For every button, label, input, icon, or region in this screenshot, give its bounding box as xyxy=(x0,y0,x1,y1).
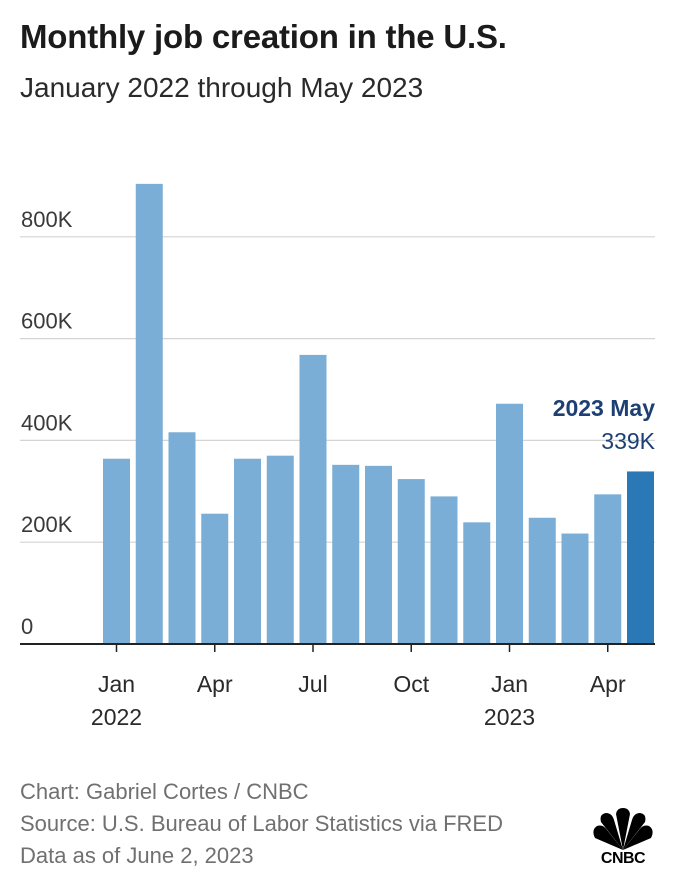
bar xyxy=(299,354,327,644)
x-tick-year-label: 2022 xyxy=(91,704,142,730)
bar xyxy=(266,455,294,644)
bar xyxy=(332,464,360,644)
bar xyxy=(234,458,261,644)
highlight-label: 2023 May xyxy=(553,395,656,421)
cnbc-logo-text: CNBC xyxy=(600,850,646,867)
x-tick-label: Jan xyxy=(491,671,528,697)
highlight-value-label: 339K xyxy=(601,428,655,454)
bar xyxy=(463,522,491,644)
bar xyxy=(365,465,392,644)
bar xyxy=(168,432,196,644)
y-tick-label: 600K xyxy=(21,309,73,334)
x-tick-label: Apr xyxy=(197,671,233,697)
bar xyxy=(528,517,556,644)
bar-highlight xyxy=(627,471,654,644)
bar-chart: 0 200K 400K 600K 800K Jan 2022 Apr Jul Oct Jan 2023… xyxy=(20,183,656,730)
x-tick-year-label: 2023 xyxy=(484,704,535,730)
chart-title: Monthly job creation in the U.S. xyxy=(20,18,507,55)
source-note: Source: U.S. Bureau of Labor Statistics … xyxy=(20,811,503,836)
cnbc-peacock-icon xyxy=(593,808,653,850)
bar xyxy=(201,513,229,644)
bar xyxy=(561,533,589,644)
y-tick-label: 200K xyxy=(21,512,73,537)
x-tick-label: Jan xyxy=(98,671,135,697)
x-tick-label: Apr xyxy=(590,671,626,697)
bar xyxy=(397,479,425,644)
bar xyxy=(103,458,130,644)
y-tick-label: 800K xyxy=(21,207,73,232)
bar xyxy=(430,496,458,644)
y-tick-label: 0 xyxy=(21,614,33,639)
bar xyxy=(496,403,523,644)
y-tick-label: 400K xyxy=(21,410,73,435)
chart-footer: Chart: Gabriel Cortes / CNBC Source: U.S… xyxy=(20,776,503,872)
x-tick-label: Oct xyxy=(393,671,429,697)
chart-subtitle: January 2022 through May 2023 xyxy=(20,72,424,103)
bar xyxy=(594,494,622,644)
chart-credit: Chart: Gabriel Cortes / CNBC xyxy=(20,779,309,804)
data-date-note: Data as of June 2, 2023 xyxy=(20,843,254,868)
bar xyxy=(135,183,163,644)
x-tick-label: Jul xyxy=(298,671,327,697)
